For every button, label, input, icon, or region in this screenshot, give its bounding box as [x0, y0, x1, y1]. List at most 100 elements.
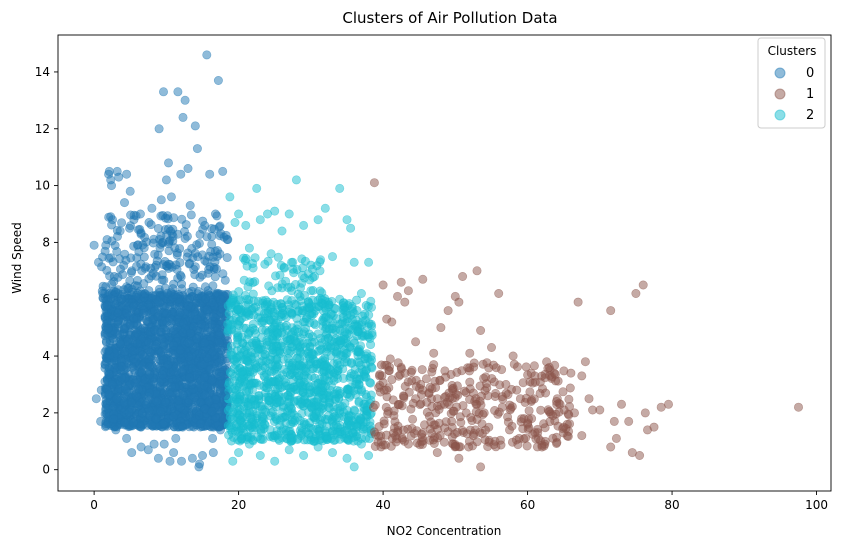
data-point-cluster-0 [156, 195, 166, 205]
data-point-cluster-2 [252, 183, 262, 193]
y-tick-label: 6 [42, 292, 50, 306]
data-point-cluster-1 [454, 453, 464, 463]
data-point-cluster-1 [417, 439, 427, 449]
data-point-cluster-2 [285, 307, 295, 317]
data-point-cluster-2 [250, 253, 260, 263]
data-point-cluster-2 [277, 226, 287, 236]
data-point-cluster-0 [215, 249, 225, 259]
data-point-cluster-2 [297, 278, 307, 288]
data-point-cluster-0 [104, 323, 114, 333]
data-point-cluster-1 [640, 408, 650, 418]
data-point-cluster-1 [439, 437, 449, 447]
data-point-cluster-0 [129, 215, 139, 225]
x-tick-label: 40 [375, 498, 390, 512]
data-point-cluster-1 [408, 414, 418, 424]
data-point-cluster-1 [374, 371, 384, 381]
data-point-cluster-1 [515, 394, 525, 404]
data-point-cluster-2 [293, 327, 303, 337]
data-point-cluster-1 [429, 360, 439, 370]
data-point-cluster-2 [244, 439, 254, 449]
data-point-cluster-0 [129, 354, 139, 364]
data-point-cluster-1 [503, 417, 513, 427]
data-point-cluster-0 [164, 239, 174, 249]
data-point-cluster-1 [544, 362, 554, 372]
data-point-cluster-1 [396, 362, 406, 372]
data-point-cluster-0 [89, 240, 99, 250]
data-point-cluster-0 [203, 286, 213, 296]
data-point-cluster-0 [117, 373, 127, 383]
data-point-cluster-2 [340, 426, 350, 436]
x-tick-label: 60 [520, 498, 535, 512]
data-point-cluster-1 [392, 434, 402, 444]
data-point-cluster-2 [223, 319, 233, 329]
data-point-cluster-2 [313, 295, 323, 305]
x-tick-label: 100 [805, 498, 828, 512]
data-point-cluster-0 [132, 328, 142, 338]
data-point-cluster-2 [353, 327, 363, 337]
legend-label: 1 [806, 87, 814, 102]
data-point-cluster-0 [112, 246, 122, 256]
data-point-cluster-0 [128, 346, 138, 356]
data-point-cluster-1 [407, 365, 417, 375]
data-point-cluster-2 [326, 433, 336, 443]
data-point-cluster-1 [793, 402, 803, 412]
data-point-cluster-1 [472, 399, 482, 409]
data-point-cluster-1 [663, 399, 673, 409]
data-point-cluster-0 [159, 439, 169, 449]
data-point-cluster-1 [411, 394, 421, 404]
data-point-cluster-1 [611, 433, 621, 443]
data-point-cluster-2 [360, 354, 370, 364]
data-point-cluster-1 [548, 411, 558, 421]
data-point-cluster-1 [455, 442, 465, 452]
data-point-cluster-2 [228, 293, 238, 303]
y-tick-label: 0 [42, 463, 50, 477]
data-point-cluster-1 [519, 414, 529, 424]
data-point-cluster-0 [187, 244, 197, 254]
data-point-cluster-1 [468, 388, 478, 398]
data-point-cluster-0 [154, 377, 164, 387]
data-point-cluster-0 [114, 172, 124, 182]
data-point-cluster-2 [273, 434, 283, 444]
data-point-cluster-2 [237, 434, 247, 444]
data-point-cluster-0 [169, 448, 179, 458]
data-point-cluster-0 [160, 397, 170, 407]
data-point-cluster-0 [128, 418, 138, 428]
data-point-cluster-1 [580, 357, 590, 367]
data-point-cluster-2 [252, 432, 262, 442]
data-point-cluster-0 [202, 232, 212, 242]
data-point-cluster-2 [338, 312, 348, 322]
data-point-cluster-1 [479, 408, 489, 418]
data-point-cluster-0 [96, 385, 106, 395]
legend-marker [774, 88, 786, 100]
data-point-cluster-1 [482, 358, 492, 368]
data-point-cluster-1 [524, 406, 534, 416]
data-point-cluster-2 [284, 445, 294, 455]
data-point-cluster-2 [326, 343, 336, 353]
data-point-cluster-1 [382, 385, 392, 395]
data-point-cluster-2 [240, 290, 250, 300]
y-tick-label: 10 [35, 179, 50, 193]
x-tick-label: 0 [90, 498, 98, 512]
data-point-cluster-2 [236, 304, 246, 314]
data-point-cluster-1 [494, 288, 504, 298]
data-point-cluster-0 [136, 229, 146, 239]
data-point-cluster-0 [177, 214, 187, 224]
data-point-cluster-0 [190, 121, 200, 131]
data-point-cluster-2 [267, 361, 277, 371]
data-point-cluster-2 [243, 421, 253, 431]
data-point-cluster-2 [335, 336, 345, 346]
data-point-cluster-0 [107, 379, 117, 389]
data-point-cluster-0 [183, 338, 193, 348]
data-point-cluster-0 [162, 288, 172, 298]
data-point-cluster-0 [157, 275, 167, 285]
data-point-cluster-0 [129, 301, 139, 311]
data-point-cluster-0 [202, 305, 212, 315]
data-point-cluster-2 [294, 371, 304, 381]
data-point-cluster-2 [268, 348, 278, 358]
data-point-cluster-2 [323, 314, 333, 324]
data-point-cluster-2 [313, 215, 323, 225]
data-point-cluster-1 [369, 178, 379, 188]
data-point-cluster-2 [282, 295, 292, 305]
data-point-cluster-2 [303, 429, 313, 439]
